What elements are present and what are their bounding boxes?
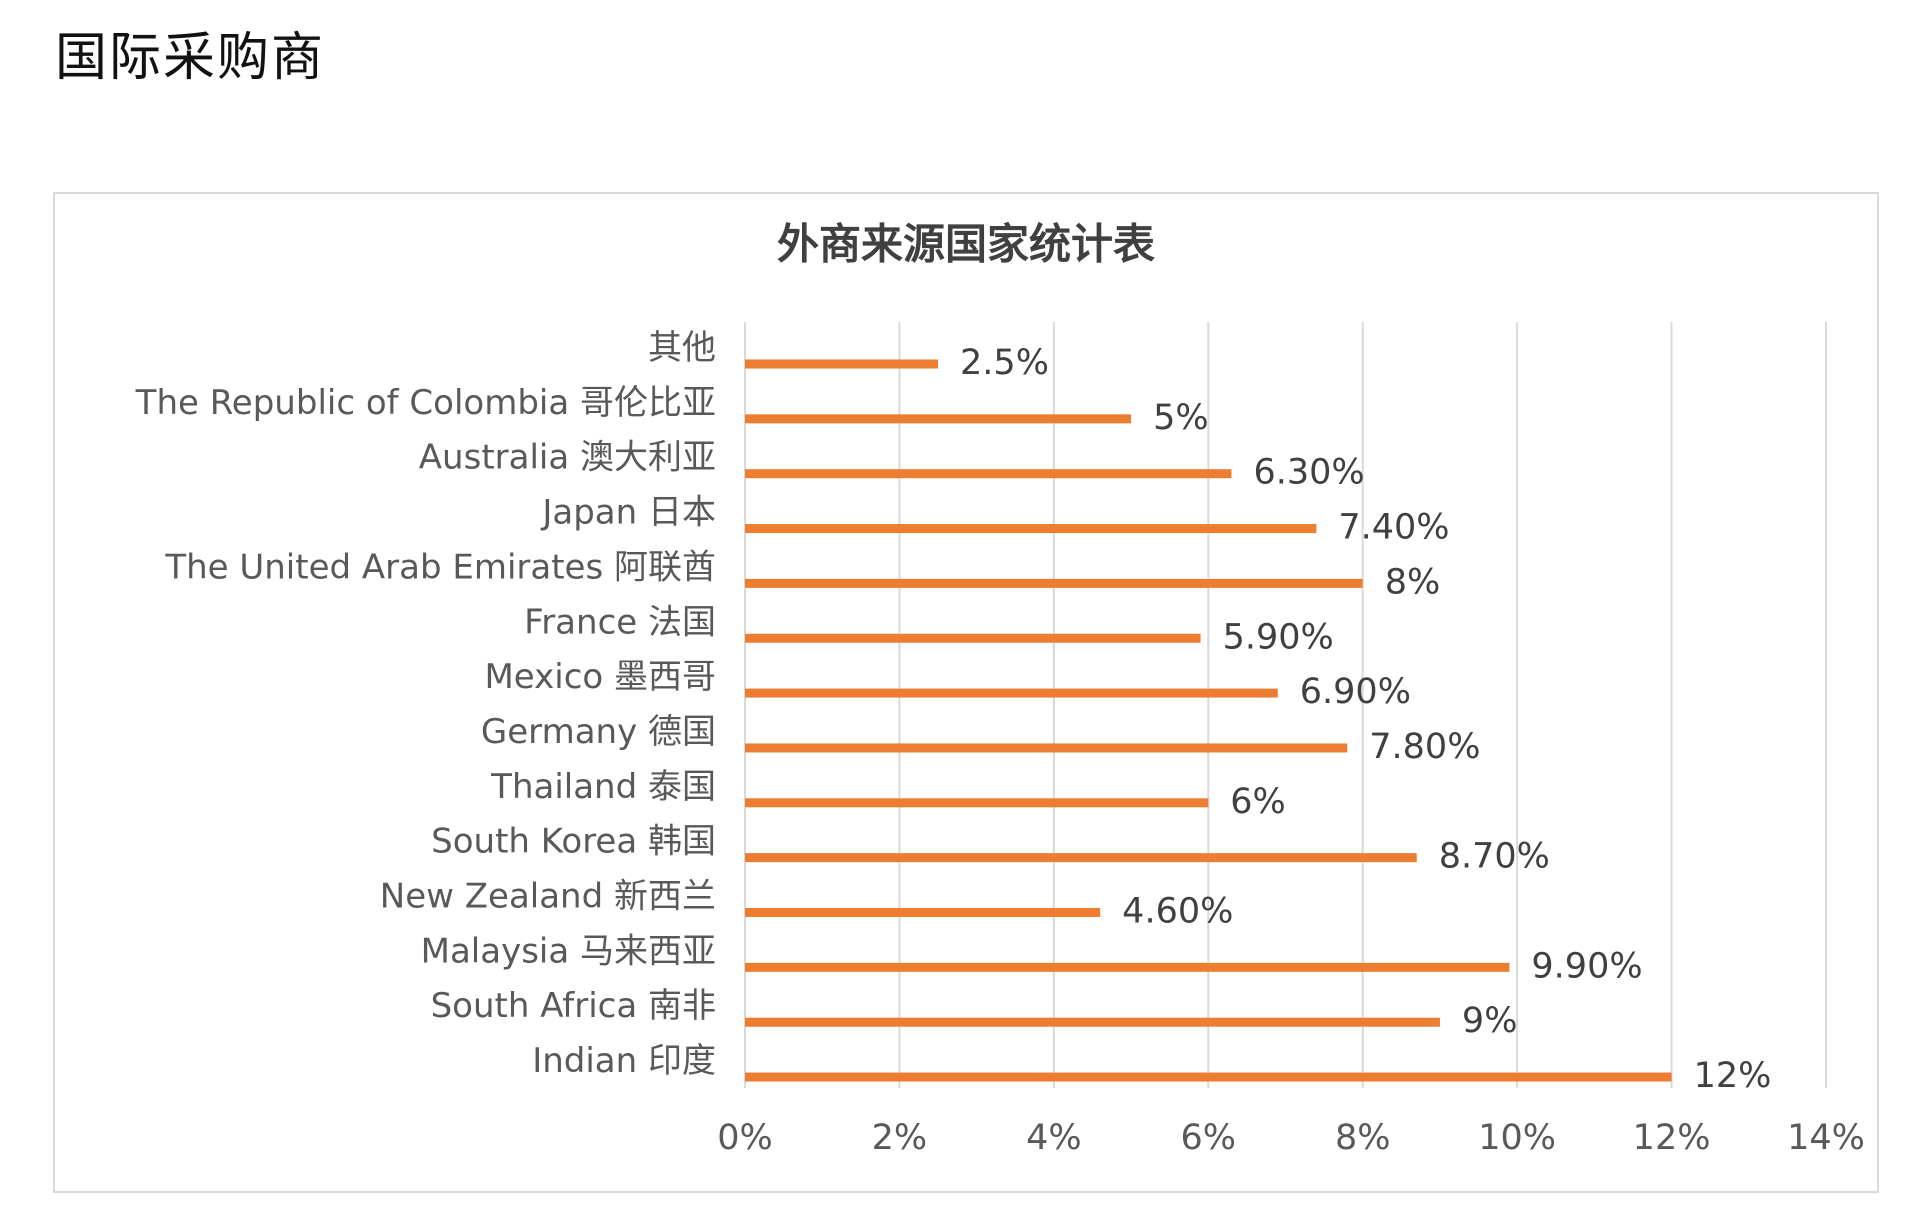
category-label: Germany 德国 xyxy=(481,712,716,752)
bar xyxy=(745,359,939,369)
bar xyxy=(745,524,1317,534)
category-label: Mexico 墨西哥 xyxy=(484,657,716,697)
bars xyxy=(745,359,1672,1082)
data-label: 9% xyxy=(1462,1001,1518,1041)
bar xyxy=(745,962,1510,972)
data-label: 2.5% xyxy=(960,343,1049,383)
bar xyxy=(745,1017,1440,1027)
data-labels: 2.5% 5% 6.30% 7.40% 8% 5.90% 6.90% 7.80% 6% 8.70%… xyxy=(960,343,1771,1096)
data-label: 8% xyxy=(1385,562,1441,602)
data-label: 6% xyxy=(1230,782,1286,822)
bar xyxy=(745,469,1232,479)
category-label: The United Arab Emirates 阿联酋 xyxy=(164,547,716,587)
bar xyxy=(745,414,1132,424)
category-label: Australia 澳大利亚 xyxy=(419,438,716,478)
data-label: 6.90% xyxy=(1300,672,1411,712)
category-labels: 其他 The Republic of Colombia 哥伦比亚 Australia… xyxy=(135,328,716,1081)
category-label: France 法国 xyxy=(524,602,716,642)
x-axis-tick-labels: 0% 2% 4% 6% 8% 10% 12% 14% xyxy=(717,1118,1865,1158)
x-tick-label: 8% xyxy=(1335,1118,1391,1158)
data-label: 4.60% xyxy=(1122,892,1233,932)
data-label: 6.30% xyxy=(1253,453,1364,493)
category-label: South Africa 南非 xyxy=(431,986,716,1026)
x-tick-label: 14% xyxy=(1787,1118,1865,1158)
x-tick-label: 2% xyxy=(872,1118,928,1158)
chart-title: 外商来源国家统计表 xyxy=(777,220,1155,269)
x-tick-label: 4% xyxy=(1026,1118,1082,1158)
data-label: 7.80% xyxy=(1369,727,1480,767)
data-label: 5% xyxy=(1153,398,1209,438)
bar xyxy=(745,633,1201,643)
category-label: The Republic of Colombia 哥伦比亚 xyxy=(135,383,716,423)
category-label: Thailand 泰国 xyxy=(490,767,716,807)
x-tick-label: 10% xyxy=(1478,1118,1556,1158)
x-tick-label: 12% xyxy=(1633,1118,1711,1158)
bar xyxy=(745,688,1278,698)
page-heading: 国际采购商 xyxy=(55,28,326,88)
category-label: New Zealand 新西兰 xyxy=(380,877,716,917)
category-label: Indian 印度 xyxy=(532,1041,716,1081)
bar xyxy=(745,798,1209,808)
x-tick-label: 0% xyxy=(717,1118,773,1158)
category-label: Malaysia 马来西亚 xyxy=(421,931,716,971)
bar xyxy=(745,1072,1672,1082)
bar xyxy=(745,908,1101,917)
data-label: 7.40% xyxy=(1338,508,1449,548)
bar xyxy=(745,578,1363,588)
bar xyxy=(745,853,1417,863)
bar xyxy=(745,743,1348,753)
data-label: 8.70% xyxy=(1439,837,1550,877)
data-label: 12% xyxy=(1694,1056,1772,1096)
gridlines xyxy=(744,322,1827,1088)
data-label: 5.90% xyxy=(1223,617,1334,657)
category-label: Japan 日本 xyxy=(540,493,716,533)
category-label: 其他 xyxy=(648,328,716,368)
category-label: South Korea 韩国 xyxy=(431,822,716,862)
data-label: 9.90% xyxy=(1531,946,1642,986)
x-tick-label: 6% xyxy=(1181,1118,1237,1158)
